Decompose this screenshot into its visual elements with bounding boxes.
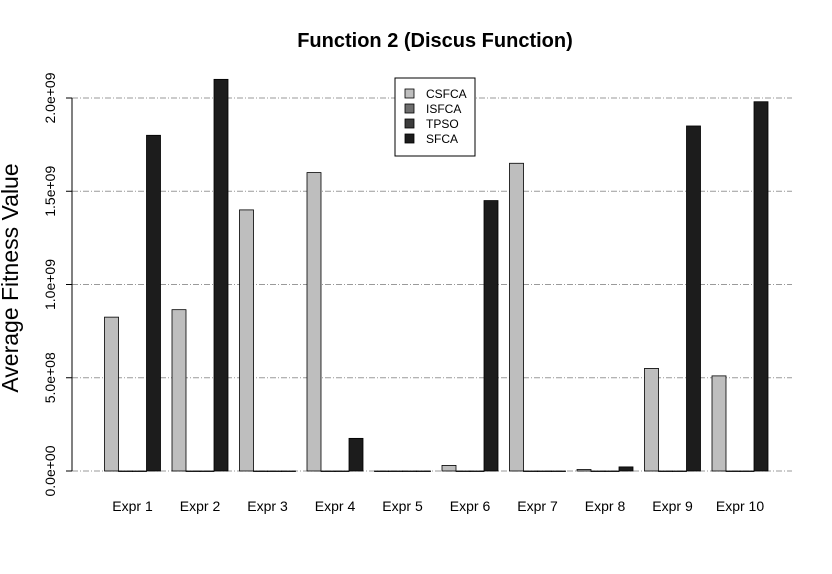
x-tick-label: Expr 4 — [315, 498, 356, 514]
bar — [199, 470, 215, 472]
bar — [523, 470, 538, 472]
x-tick-label: Expr 1 — [112, 498, 153, 514]
legend-swatch — [404, 118, 415, 129]
bar — [604, 470, 620, 472]
bar — [213, 78, 229, 472]
bar — [658, 470, 673, 472]
bar — [483, 200, 499, 472]
bar — [320, 470, 336, 472]
bar — [104, 316, 119, 472]
x-tick-label: Expr 6 — [450, 498, 491, 514]
bar — [469, 470, 485, 472]
bar — [374, 470, 389, 472]
bar — [306, 172, 322, 472]
bar — [590, 470, 606, 472]
y-tick-label: 5.0e+08 — [42, 352, 58, 403]
y-axis: 0.0e+00 5.0e+08 1.0e+09 1.5e+09 2.0e+09 — [42, 72, 73, 497]
bar — [388, 470, 403, 472]
x-tick-label: Expr 2 — [180, 498, 221, 514]
y-axis-label: Average Fitness Value — [0, 163, 23, 392]
bar — [348, 437, 364, 472]
bar — [711, 375, 727, 472]
bar — [537, 470, 552, 472]
y-tick-label: 0.0e+00 — [42, 445, 58, 496]
bar — [509, 162, 524, 472]
legend-swatch — [404, 88, 415, 99]
legend-label: ISFCA — [426, 102, 461, 116]
y-tick-label: 2.0e+09 — [42, 72, 58, 123]
y-tick-label: 1.5e+09 — [42, 166, 58, 217]
bar — [253, 470, 268, 472]
chart-title: Function 2 (Discus Function) — [297, 30, 573, 52]
bar — [132, 470, 147, 472]
bar — [644, 368, 659, 472]
bar — [441, 465, 457, 472]
bar — [146, 134, 161, 472]
bars — [104, 78, 769, 472]
bar — [334, 470, 350, 472]
bar — [725, 470, 741, 472]
bar — [171, 309, 187, 472]
bar — [185, 470, 201, 472]
bar — [576, 469, 592, 472]
bar — [739, 470, 755, 472]
bar — [118, 470, 133, 472]
legend-swatch — [404, 133, 415, 144]
bar — [672, 470, 687, 472]
bar — [239, 209, 254, 472]
bar — [281, 470, 296, 472]
bar — [686, 125, 701, 472]
x-tick-label: Expr 8 — [585, 498, 626, 514]
legend-label: CSFCA — [426, 87, 467, 101]
bar — [753, 101, 769, 472]
legend-label: TPSO — [426, 117, 459, 131]
x-tick-label: Expr 9 — [652, 498, 693, 514]
x-tick-label: Expr 3 — [247, 498, 288, 514]
x-tick-label: Expr 7 — [517, 498, 558, 514]
x-tick-label: Expr 10 — [716, 498, 764, 514]
x-tick-label: Expr 5 — [382, 498, 423, 514]
bar — [551, 470, 566, 472]
bar — [267, 470, 282, 472]
y-tick-label: 1.0e+09 — [42, 259, 58, 310]
legend-label: SFCA — [426, 132, 458, 146]
bar — [416, 470, 431, 472]
x-tick-labels: Expr 1 Expr 2 Expr 3 Expr 4 Expr 5 Expr 6 Expr… — [112, 498, 764, 514]
bar — [402, 470, 417, 472]
bar — [455, 470, 471, 472]
bar — [618, 466, 634, 472]
legend-swatch — [404, 103, 415, 114]
